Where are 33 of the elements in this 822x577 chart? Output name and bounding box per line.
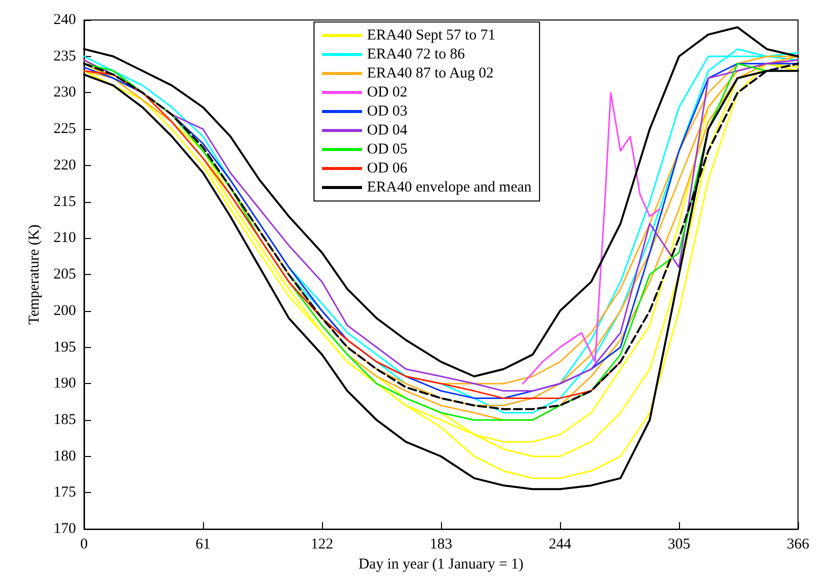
y-tick-label: 195 bbox=[54, 339, 76, 356]
x-tick-label: 0 bbox=[80, 536, 88, 553]
x-tick-label: 122 bbox=[310, 536, 334, 553]
y-axis-title: Temperature (K) bbox=[26, 224, 42, 325]
y-tick-label: 205 bbox=[54, 266, 76, 283]
x-tick-label: 61 bbox=[196, 536, 210, 553]
x-tick-label: 183 bbox=[430, 536, 452, 553]
legend-label: OD 02 bbox=[367, 84, 408, 100]
x-tick-label: 244 bbox=[548, 536, 572, 553]
legend-label: ERA40 87 to Aug 02 bbox=[367, 66, 494, 82]
y-tick-label: 235 bbox=[54, 48, 76, 64]
y-tick-label: 200 bbox=[54, 302, 76, 319]
x-axis-title: Day in year (1 January = 1) bbox=[358, 556, 524, 572]
y-tick-label: 175 bbox=[54, 484, 76, 501]
y-tick-label: 240 bbox=[54, 12, 76, 28]
y-tick-label: 230 bbox=[54, 84, 76, 101]
legend-label: ERA40 Sept 57 to 71 bbox=[367, 28, 496, 44]
legend-label: OD 03 bbox=[367, 104, 408, 120]
y-tick-label: 185 bbox=[54, 412, 76, 428]
y-tick-label: 170 bbox=[54, 521, 76, 538]
y-tick-label: 225 bbox=[54, 121, 76, 138]
legend-label: OD 04 bbox=[367, 122, 408, 138]
x-tick-label: 305 bbox=[668, 536, 690, 553]
y-tick-label: 210 bbox=[54, 230, 76, 246]
y-tick-label: 180 bbox=[54, 448, 76, 464]
legend-label: OD 06 bbox=[367, 160, 408, 176]
legend-label: ERA40 envelope and mean bbox=[367, 180, 532, 196]
legend-label: ERA40 72 to 86 bbox=[367, 46, 466, 62]
y-tick-label: 190 bbox=[54, 376, 76, 392]
legend-label: OD 05 bbox=[367, 142, 408, 158]
y-tick-label: 215 bbox=[54, 194, 76, 210]
y-tick-label: 220 bbox=[54, 157, 76, 174]
x-tick-label: 366 bbox=[786, 536, 810, 553]
